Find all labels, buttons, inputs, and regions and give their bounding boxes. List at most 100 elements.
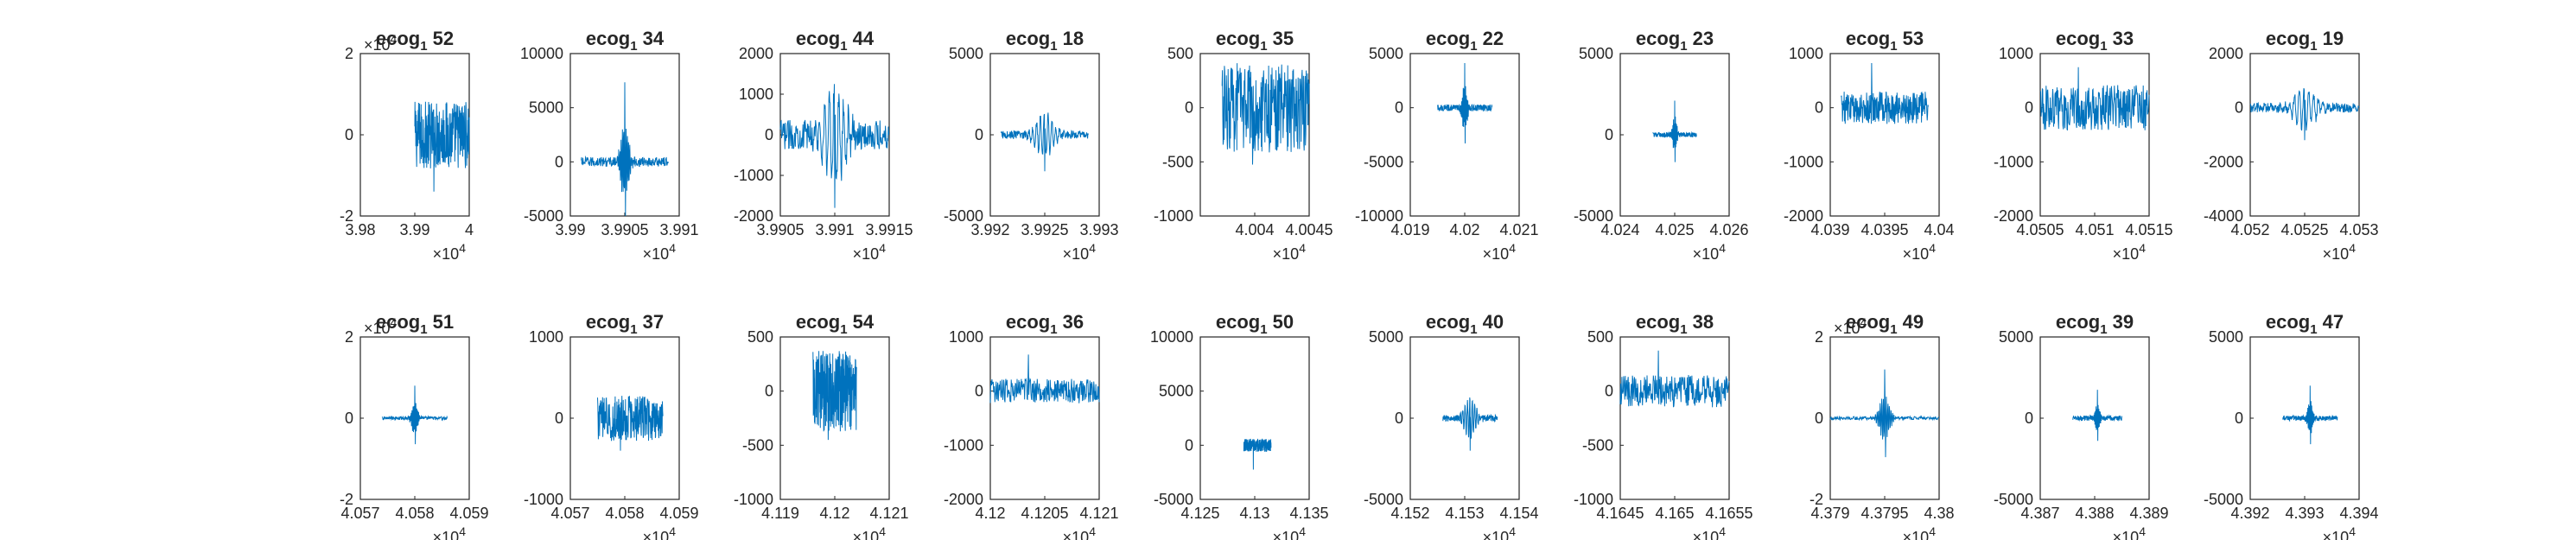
y-tick-label: 2000 [2209, 45, 2243, 62]
x-tick-label: 4.387 [2020, 505, 2059, 522]
y-tick-label: -5000 [1994, 491, 2033, 508]
x-tick-label: 4.152 [1390, 505, 1429, 522]
axes-frame [779, 336, 890, 500]
ecog-trace [1652, 100, 1697, 162]
ecog-trace [381, 385, 448, 445]
y-tick-label: -2 [1810, 491, 1823, 508]
subplot-title: ecog1 37 [586, 311, 664, 337]
ecog-trace [414, 101, 470, 192]
x-tick-label: 4.121 [1079, 505, 1118, 522]
y-tick-label: -4000 [2204, 207, 2243, 225]
x-exponent-label: ×104 [1483, 524, 1517, 540]
x-tick-label: 4.125 [1180, 505, 1219, 522]
y-tick-label: 0 [2235, 410, 2243, 427]
x-exponent-label: ×104 [1273, 241, 1307, 263]
y-tick-label: 500 [747, 328, 773, 346]
y-tick-label: -1000 [944, 436, 983, 454]
x-tick-label: 4.0395 [1860, 221, 1908, 238]
y-tick-label: 0 [765, 383, 773, 400]
y-tick-label: -2 [340, 491, 353, 508]
y-tick-label: 5000 [1999, 328, 2033, 346]
subplot-title: ecog1 54 [796, 311, 875, 337]
y-tick-label: 0 [2235, 99, 2243, 117]
y-tick-label: 500 [1167, 45, 1193, 62]
subplot-33: ecog1 33 4.0505 4.051 4.0515 -2000 -1000 0 1000… [1994, 28, 2173, 263]
ecog-trace [1221, 63, 1310, 165]
x-tick-label: 4.0045 [1285, 221, 1333, 238]
subplot-40: ecog1 40 4.152 4.153 4.154 -5000 0 5000 ×104 [1364, 311, 1539, 540]
x-exponent-label: ×104 [1483, 241, 1517, 263]
x-tick-label: 3.9915 [865, 221, 913, 238]
y-tick-label: -500 [742, 436, 773, 454]
x-tick-label: 4.1205 [1021, 505, 1068, 522]
x-exponent-label: ×104 [433, 524, 467, 540]
y-tick-label: 0 [765, 126, 773, 143]
x-tick-label: 4.026 [1709, 221, 1748, 238]
y-tick-label: -1000 [1784, 153, 1823, 170]
subplot-54: ecog1 54 4.119 4.12 4.121 -1000 -500 0 500 ×104 [734, 311, 909, 540]
x-tick-label: 4.119 [761, 505, 799, 522]
x-exponent-label: ×104 [2113, 524, 2147, 540]
subplot-34: ecog1 34 3.99 3.9905 3.991 -5000 0 5000 10000 ×1… [520, 28, 699, 263]
x-tick-label: 4.392 [2230, 505, 2269, 522]
x-tick-label: 4.154 [1499, 505, 1538, 522]
y-tick-label: 10000 [1150, 328, 1193, 346]
y-tick-label: 0 [1395, 410, 1403, 427]
y-tick-label: 1000 [1999, 45, 2033, 62]
subplot-49: ecog1 49 4.379 4.3795 4.38 -2 0 2 ×104 ×104 [1810, 311, 1955, 540]
x-exponent-label: ×104 [2323, 241, 2357, 263]
ecog-trace [1829, 369, 1940, 458]
ecog-trace [2039, 67, 2150, 130]
y-tick-label: 5000 [1159, 383, 1193, 400]
y-tick-label: 0 [345, 126, 353, 143]
y-tick-label: 500 [1587, 328, 1613, 346]
ecog-trace [2072, 390, 2122, 442]
x-exponent-label: ×104 [2113, 241, 2147, 263]
y-tick-label: 1000 [1789, 45, 1823, 62]
ecog-trace [1001, 112, 1089, 172]
subplot-51: ecog1 51 4.057 4.058 4.059 -2 0 2 ×104 ×104 [340, 311, 489, 540]
x-exponent-label: ×104 [433, 241, 467, 263]
subplot-39: ecog1 39 4.387 4.388 4.389 -5000 0 5000 ×104 [1994, 311, 2169, 540]
x-tick-label: 4.039 [1810, 221, 1849, 238]
y-tick-label: 0 [555, 410, 563, 427]
x-tick-label: 4.051 [2075, 221, 2114, 238]
y-tick-label: -5000 [2204, 491, 2243, 508]
subplot-52: ecog1 52 3.98 3.99 4 -2 0 2 ×104 ×104 [340, 28, 474, 263]
x-tick-label: 4.019 [1390, 221, 1429, 238]
x-exponent-label: ×104 [1903, 241, 1937, 263]
subplot-title: ecog1 40 [1426, 311, 1504, 337]
subplot-title: ecog1 35 [1216, 28, 1294, 54]
x-exponent-label: ×104 [1693, 241, 1727, 263]
x-tick-label: 4.04 [1924, 221, 1954, 238]
x-tick-label: 4.025 [1655, 221, 1694, 238]
x-tick-label: 3.99 [555, 221, 585, 238]
x-tick-label: 4.02 [1449, 221, 1479, 238]
x-exponent-label: ×104 [1063, 241, 1097, 263]
y-tick-label: 0 [1815, 99, 1823, 117]
subplot-title: ecog1 33 [2056, 28, 2134, 54]
y-tick-label: 5000 [1369, 328, 1403, 346]
ecog-trace [1619, 350, 1730, 408]
y-tick-label: -1000 [734, 167, 773, 184]
x-tick-label: 4.394 [2339, 505, 2378, 522]
y-tick-label: -1000 [524, 491, 563, 508]
y-tick-label: 0 [345, 410, 353, 427]
x-tick-label: 3.99 [399, 221, 429, 238]
y-tick-label: -1000 [1574, 491, 1613, 508]
x-tick-label: 4.393 [2285, 505, 2324, 522]
y-tick-label: -1000 [1154, 207, 1193, 225]
y-tick-label: 0 [975, 126, 983, 143]
y-exponent-label: ×104 [1834, 315, 1867, 337]
subplot-18: ecog1 18 3.992 3.9925 3.993 -5000 0 5000 ×104 [944, 28, 1119, 263]
y-tick-label: -5000 [944, 207, 983, 225]
x-tick-label: 4.13 [1239, 505, 1269, 522]
subplot-53: ecog1 53 4.039 4.0395 4.04 -2000 -1000 0 1000 ×1… [1784, 28, 1955, 263]
x-tick-label: 4.058 [605, 505, 644, 522]
ecog-trace [1243, 438, 1272, 470]
y-tick-label: 1000 [949, 328, 983, 346]
subplot-title: ecog1 49 [1846, 311, 1924, 337]
x-tick-label: 4.379 [1810, 505, 1849, 522]
x-tick-label: 4.059 [659, 505, 698, 522]
x-tick-label: 4.057 [340, 505, 379, 522]
